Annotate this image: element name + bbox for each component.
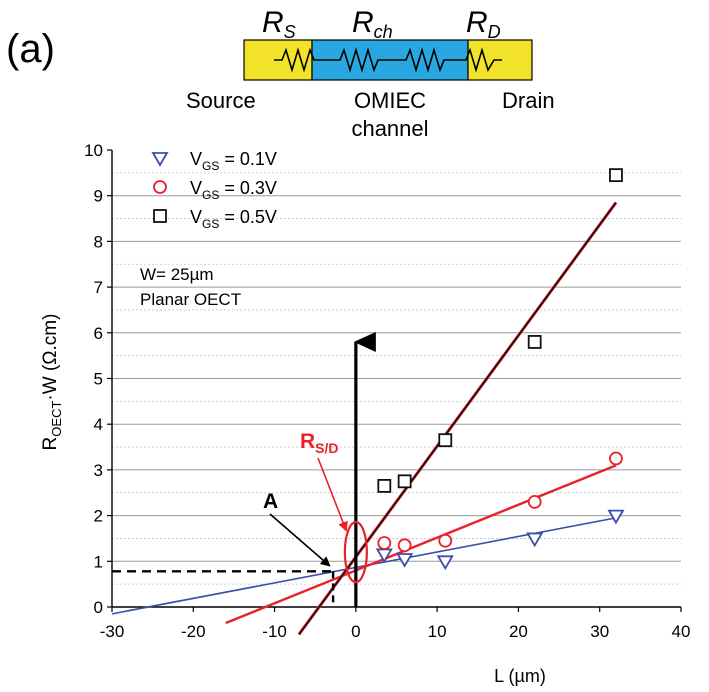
y-tick-label: 5 [94,370,103,389]
data-point [527,335,542,349]
data-point [526,532,544,548]
channel-label-line2: channel [351,116,428,141]
x-tick-labels: -30 -20 -10 0 10 20 30 40 [100,622,691,641]
data-point [438,533,453,548]
legend-label: VGS = 0.3V [190,178,277,202]
extrapolation-guides [112,331,376,607]
x-tick-label: -30 [100,622,125,641]
legend-marker [151,152,169,167]
rsd-arrow [317,457,348,532]
chart: 0 1 2 3 4 5 6 7 8 9 10 -30 -20 -10 0 10 20 30 40 VGS = 0.… [40,141,690,686]
panel-label: (a) [6,27,55,71]
x-tick-label: 10 [428,622,447,641]
y-tick-label: 4 [94,415,103,434]
data-point [377,536,392,550]
legend-marker [153,180,167,194]
data-point [609,451,623,466]
x-tick-label: -20 [181,622,206,641]
x-tick-label: 30 [590,622,609,641]
rch-label: Rch [352,6,393,42]
data-point [436,555,454,571]
y-tick-label: 10 [84,141,103,160]
data-points [375,168,625,571]
channel-label-line1: OMIEC [354,88,426,113]
y-tick-label: 9 [94,187,103,206]
device-note-width: W= 25µm [140,265,214,284]
resistor-chain [274,47,502,73]
y-tick-label: 7 [94,278,103,297]
data-point [527,494,542,509]
data-point [438,433,453,448]
data-point [397,538,412,553]
legend-label: VGS = 0.1V [190,149,277,173]
intercept-ellipse [343,521,368,584]
device-schematic: RS Rch RD Source OMIEC channel Drain [186,6,555,141]
rd-label: RD [466,6,501,42]
y-tick-label: 0 [94,598,103,617]
y-tick-label: 2 [94,507,103,526]
fit-line [225,464,617,625]
point-a-arrow [269,513,331,567]
x-tick-label: 20 [509,622,528,641]
legend: VGS = 0.1V VGS = 0.3V VGS = 0.5V [151,149,277,231]
data-point [397,474,412,489]
fit-line [298,202,617,635]
data-point [607,509,625,525]
x-axis-label: L (µm) [494,666,546,686]
legend-marker [153,209,167,223]
rs-label: RS [262,6,296,42]
y-tick-label: 6 [94,324,103,343]
y-tick-label: 3 [94,461,103,480]
source-label: Source [186,88,256,113]
x-tick-label: 40 [672,622,691,641]
y-tick-labels: 0 1 2 3 4 5 6 7 8 9 10 [84,141,103,617]
legend-label: VGS = 0.5V [190,207,277,231]
device-note-type: Planar OECT [140,290,241,309]
x-tick-label: -10 [262,622,287,641]
y-tick-label: 8 [94,232,103,251]
data-point [377,478,392,493]
x-tick-label: 0 [351,622,360,641]
y-tick-label: 1 [94,552,103,571]
data-point [609,168,623,183]
y-axis-label: ROECT·W (Ω.cm) [40,314,64,451]
rsd-annotation: RS/D [300,430,339,456]
point-a-annotation: A [263,490,278,513]
data-point [396,553,414,568]
drain-label: Drain [502,88,555,113]
axes [107,149,682,612]
